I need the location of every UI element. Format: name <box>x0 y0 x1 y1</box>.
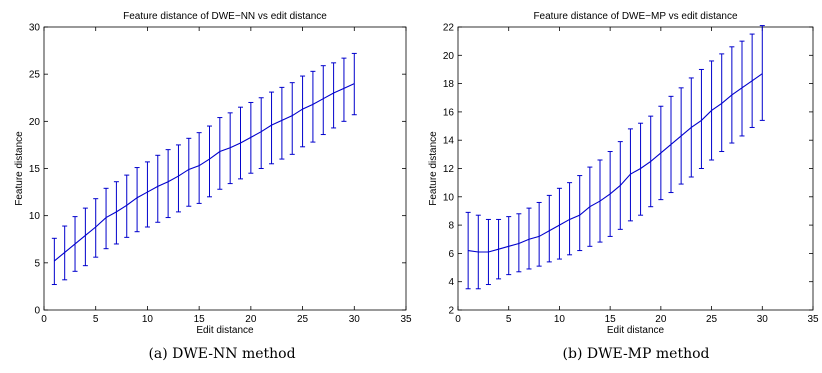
y-tick-label: 18 <box>443 79 455 90</box>
y-tick-label: 14 <box>443 136 455 147</box>
y-tick-label: 20 <box>29 117 41 128</box>
y-tick-label: 12 <box>443 164 455 175</box>
x-tick-label: 35 <box>400 314 412 325</box>
x-tick-label: 15 <box>194 314 206 325</box>
x-tick-label: 20 <box>245 314 257 325</box>
chart-title: Feature distance of DWE−MP vs edit dista… <box>533 11 738 22</box>
x-axis-label: Edit distance <box>196 325 254 336</box>
x-tick-label: 15 <box>605 314 617 325</box>
y-tick-label: 22 <box>443 23 455 34</box>
x-tick-label: 5 <box>506 314 512 325</box>
y-tick-label: 10 <box>443 192 455 203</box>
chart-panel-b: 0 5 10 15 20 25 30 35 2 4 6 8 10 12 14 16 18 20 22 Feature … <box>428 11 819 362</box>
x-tick-label: 0 <box>455 314 461 325</box>
y-axis-label: Feature distance <box>428 131 439 206</box>
plot-frame <box>457 26 814 311</box>
x-tick-label: 10 <box>142 314 154 325</box>
y-tick-label: 15 <box>29 164 41 175</box>
x-tick-label: 25 <box>706 314 718 325</box>
mean-line <box>53 83 355 262</box>
chart-panel-a: 0 5 10 15 20 25 30 35 0 5 10 15 20 25 30 Feature distan… <box>14 11 412 362</box>
y-tick-label: 4 <box>448 277 454 288</box>
y-tick-label: 6 <box>448 249 454 260</box>
y-axis-label: Feature distance <box>14 131 25 206</box>
figure-caption: (b) DWE-MP method <box>563 346 710 362</box>
x-tick-label: 30 <box>757 314 769 325</box>
y-tick-label: 20 <box>443 51 455 62</box>
y-tick-label: 8 <box>448 221 454 232</box>
y-tick-label: 25 <box>29 70 41 81</box>
x-tick-label: 30 <box>349 314 361 325</box>
y-tick-label: 5 <box>34 258 40 269</box>
x-tick-label: 0 <box>41 314 47 325</box>
y-tick-label: 16 <box>443 107 455 118</box>
x-axis-label: Edit distance <box>607 325 665 336</box>
x-tick-label: 10 <box>554 314 566 325</box>
y-tick-label: 2 <box>448 306 454 317</box>
x-tick-label: 5 <box>93 314 99 325</box>
x-tick-label: 25 <box>297 314 309 325</box>
y-tick-label: 0 <box>34 306 40 317</box>
x-tick-label: 35 <box>807 314 819 325</box>
mean-line <box>468 73 763 253</box>
plot-frame <box>43 26 407 311</box>
y-tick-label: 30 <box>29 23 41 34</box>
x-tick-label: 20 <box>655 314 667 325</box>
y-tick-label: 10 <box>29 211 41 222</box>
chart-title: Feature distance of DWE−NN vs edit dista… <box>123 11 327 22</box>
figure-caption: (a) DWE-NN method <box>148 346 295 362</box>
